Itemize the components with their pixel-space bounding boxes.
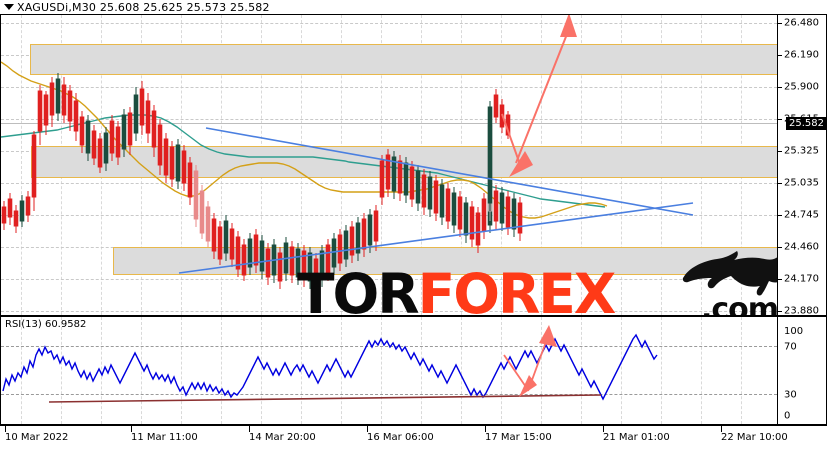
hgrid bbox=[1, 87, 777, 88]
rsi-label: RSI(13) 60.9582 bbox=[5, 319, 87, 330]
chart-header: XAGUSDi,M30 25.608 25.625 25.573 25.582 bbox=[0, 0, 827, 16]
price-tick-label: 25.900 bbox=[784, 81, 819, 93]
rsi-tick-label: 100 bbox=[784, 326, 804, 337]
rsi-tick-label: 70 bbox=[784, 341, 797, 353]
rsi-axis[interactable]: 100 70 30 0 bbox=[777, 317, 826, 424]
rsi-series-svg bbox=[2, 325, 658, 403]
rsi-tick-label: 30 bbox=[784, 389, 797, 401]
price-tick-label: 26.190 bbox=[784, 49, 819, 61]
time-tick-label: 21 Mar 01:00 bbox=[603, 432, 670, 443]
time-tick-label: 22 Mar 10:00 bbox=[721, 432, 788, 443]
vgrid bbox=[21, 15, 22, 315]
price-series-svg bbox=[1, 15, 694, 291]
time-tick-label: 17 Mar 15:00 bbox=[485, 432, 552, 443]
time-tick-label: 10 Mar 2022 bbox=[5, 432, 69, 443]
trendline-upper-descending bbox=[205, 127, 694, 216]
hgrid bbox=[1, 311, 777, 312]
hgrid bbox=[1, 215, 777, 216]
current-price-tag: 25.582 bbox=[786, 117, 826, 130]
price-tick-label: 26.480 bbox=[784, 17, 819, 29]
price-tick-label: 25.035 bbox=[784, 177, 819, 189]
price-tick-label: 24.170 bbox=[784, 273, 819, 285]
time-tick-label: 14 Mar 20:00 bbox=[249, 432, 316, 443]
time-tick-label: 16 Mar 06:00 bbox=[367, 432, 434, 443]
rsi-line bbox=[2, 333, 658, 401]
candlestick-series bbox=[1, 73, 523, 291]
price-chart-panel[interactable]: TORFOREX .com 26.480 26.190 25.900 25.61… bbox=[0, 14, 827, 317]
trendline-lower-ascending bbox=[178, 202, 694, 274]
resistance-zone-upper[interactable] bbox=[30, 44, 777, 75]
symbol-ohlc-label: XAGUSDi,M30 25.608 25.625 25.573 25.582 bbox=[17, 1, 270, 14]
rsi-plot-area[interactable]: RSI(13) 60.9582 bbox=[1, 317, 777, 424]
hgrid bbox=[1, 119, 777, 120]
price-tick-label: 23.880 bbox=[784, 305, 819, 317]
ma-slow-line bbox=[1, 114, 606, 208]
current-price-line bbox=[1, 123, 777, 124]
hgrid bbox=[1, 23, 777, 24]
price-tick-label: 24.460 bbox=[784, 241, 819, 253]
rsi-tick-label: 0 bbox=[784, 410, 791, 422]
hgrid bbox=[1, 279, 777, 280]
time-axis[interactable]: 10 Mar 2022 11 Mar 11:00 14 Mar 20:00 16… bbox=[0, 425, 827, 455]
time-tick-label: 11 Mar 11:00 bbox=[131, 432, 198, 443]
price-plot-area[interactable]: TORFOREX .com bbox=[1, 15, 777, 315]
price-tick-label: 25.325 bbox=[784, 145, 819, 157]
rsi-level-30 bbox=[1, 394, 777, 395]
rsi-trendline bbox=[48, 394, 602, 403]
triangle-down-icon[interactable] bbox=[4, 4, 14, 10]
support-zone-lower[interactable] bbox=[113, 247, 777, 275]
rsi-indicator-panel[interactable]: RSI(13) 60.9582 100 70 30 0 bbox=[0, 316, 827, 425]
price-forecast-arrow bbox=[501, 15, 577, 177]
rsi-forecast-arrow bbox=[503, 325, 557, 397]
price-axis[interactable]: 26.480 26.190 25.900 25.615 25.325 25.03… bbox=[777, 15, 826, 317]
price-tick-label: 24.745 bbox=[784, 209, 819, 221]
